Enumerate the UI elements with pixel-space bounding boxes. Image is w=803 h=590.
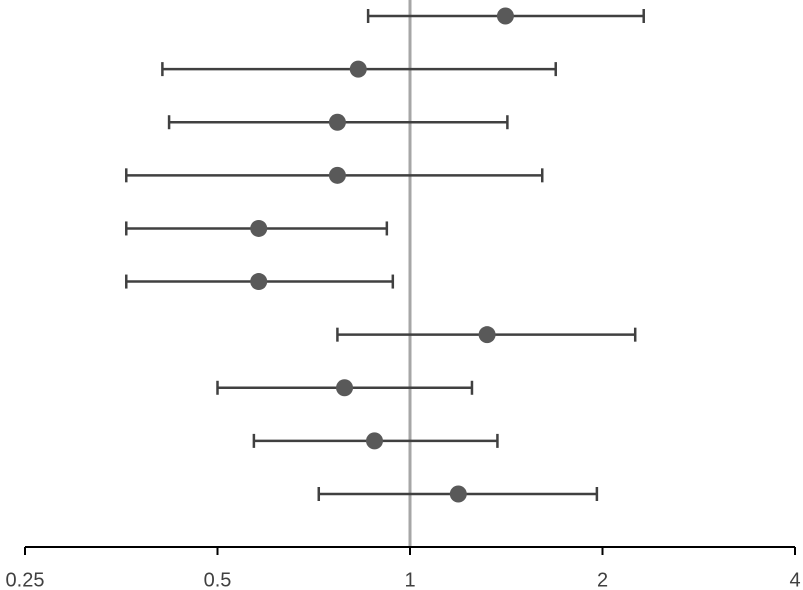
x-tick-label: 4 — [789, 569, 800, 590]
x-tick-label: 2 — [597, 569, 608, 590]
point-estimate — [250, 273, 268, 291]
x-tick-label: 1 — [404, 569, 415, 590]
x-tick-label: 0.25 — [6, 569, 45, 590]
point-estimate — [449, 485, 467, 503]
point-estimate — [496, 7, 514, 25]
point-estimate — [328, 166, 346, 184]
point-estimate — [349, 60, 367, 78]
point-estimate — [328, 113, 346, 131]
point-estimate — [250, 219, 268, 237]
point-estimate — [478, 326, 496, 344]
x-tick-label: 0.5 — [204, 569, 232, 590]
point-estimate — [365, 432, 383, 450]
point-estimate — [336, 379, 354, 397]
